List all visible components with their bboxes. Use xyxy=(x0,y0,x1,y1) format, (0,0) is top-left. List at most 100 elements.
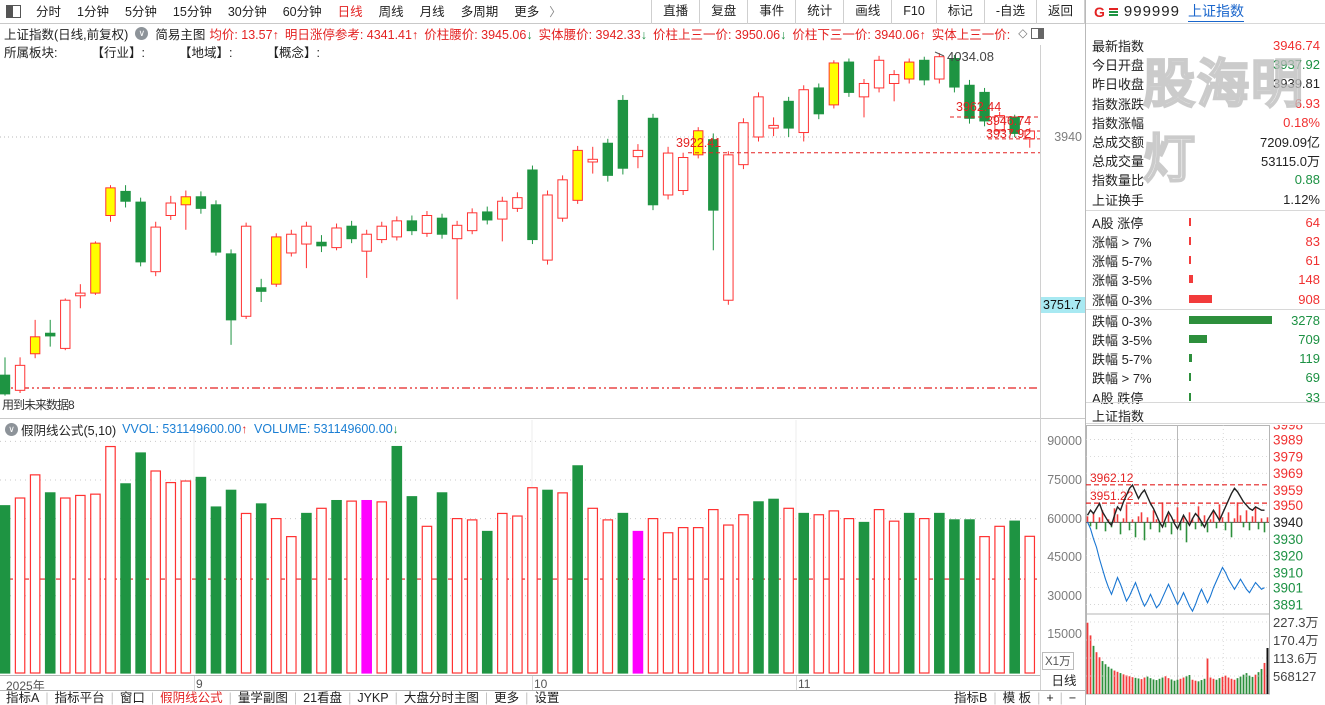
vvol-label: VVOL: xyxy=(122,422,159,436)
breadth-row-涨幅 0-3%: 涨幅 0-3% 908 xyxy=(1092,290,1320,309)
indicator-info-bar: 上证指数(日线,前复权) ∨ 简易主图 均价: 13.57↑ 明日涨停参考: 43… xyxy=(0,24,1085,42)
bottom-tab-设置[interactable]: 设置 xyxy=(534,691,560,705)
toolbar-button-标记[interactable]: 标记 xyxy=(937,0,985,24)
quote-value: 0.88 xyxy=(1294,172,1320,188)
month-tick xyxy=(796,676,797,690)
bottom-tab-right-2[interactable]: + xyxy=(1046,691,1054,705)
bottom-tab-right-0[interactable]: 指标B xyxy=(954,691,988,705)
breadth-row-跌幅 0-3%: 跌幅 0-3% 3278 xyxy=(1092,311,1320,330)
volume-indicator-name[interactable]: 假阴线公式(5,10) xyxy=(21,423,117,438)
bottom-tab-指标A[interactable]: 指标A xyxy=(6,691,40,705)
breadth-label: 跌幅 5-7% xyxy=(1092,352,1152,368)
future-data-warning: 用到未来数据8 xyxy=(2,398,75,412)
index-code[interactable]: 999999 xyxy=(1123,3,1180,20)
arrow-down-icon: ↓ xyxy=(526,27,533,42)
collapse-icon[interactable]: ∨ xyxy=(5,422,18,436)
quote-row-总成交额: 总成交额 7209.09亿 xyxy=(1092,132,1320,151)
bottom-tab-更多[interactable]: 更多 xyxy=(494,691,520,705)
toolbar-button--自选[interactable]: -自选 xyxy=(985,0,1037,24)
timeframe-button-日线[interactable]: 日线 xyxy=(337,4,363,19)
toolbar-button-返回[interactable]: 返回 xyxy=(1037,0,1085,24)
price-axis-column: 3940 90000 75000 60000 45000 30000 15000 3751.… xyxy=(1040,45,1085,705)
arrow-up-icon: ↑ xyxy=(919,27,926,42)
svg-text:3998: 3998 xyxy=(1273,425,1303,432)
tab-separator: | xyxy=(394,691,398,705)
chart-title: 上证指数(日线,前复权) xyxy=(4,27,129,42)
metric-text: 价柱下三一价: 3940.06 xyxy=(792,27,920,42)
svg-text:3951.22: 3951.22 xyxy=(1090,489,1134,503)
svg-text:3937.92: 3937.92 xyxy=(986,127,1031,141)
breadth-label: 涨幅 5-7% xyxy=(1092,254,1152,270)
volume-axis-label: 45000 xyxy=(1047,550,1082,565)
toolbar-button-直播[interactable]: 直播 xyxy=(652,0,701,24)
volume-bar-chart[interactable] xyxy=(0,420,1040,675)
toolbar-button-统计[interactable]: 统计 xyxy=(796,0,845,24)
bottom-tab-right-1[interactable]: 模 板 xyxy=(1002,691,1032,705)
bottom-tab-right-3[interactable]: − xyxy=(1068,691,1077,705)
breadth-value: 33 xyxy=(1305,389,1320,405)
timeframe-button-多周期[interactable]: 多周期 xyxy=(460,4,499,19)
pane-split-icon[interactable] xyxy=(1031,27,1045,39)
quote-row-今日开盘: 今日开盘 3937.92 xyxy=(1092,55,1320,74)
bottom-tab-大盘分时主图[interactable]: 大盘分时主图 xyxy=(403,691,479,705)
more-arrow-icon[interactable]: 〉 xyxy=(549,5,562,19)
toolbar-button-复盘[interactable]: 复盘 xyxy=(700,0,749,24)
timeframe-button-5分钟[interactable]: 5分钟 xyxy=(124,4,157,19)
svg-text:227.3万: 227.3万 xyxy=(1273,615,1319,630)
collapse-icon[interactable]: ∨ xyxy=(135,26,149,40)
toolbar-button-事件[interactable]: 事件 xyxy=(748,0,797,24)
timeframe-buttons: 分时 1分钟 5分钟 15分钟 30分钟 60分钟 日线 周线 月线 多周期 更多 xyxy=(28,0,547,24)
timeframe-button-周线[interactable]: 周线 xyxy=(378,4,404,19)
svg-text:3922.41: 3922.41 xyxy=(676,136,721,150)
timeframe-button-60分钟[interactable]: 60分钟 xyxy=(282,4,322,19)
index-name-link[interactable]: 上证指数 xyxy=(1187,1,1244,22)
toolbar-button-画线[interactable]: 画线 xyxy=(844,0,893,24)
indicator-tabs-right: 指标B | 模 板 | + | − xyxy=(948,691,1082,705)
bottom-tab-量学副图[interactable]: 量学副图 xyxy=(237,691,288,705)
breadth-bar xyxy=(1189,392,1191,401)
timeframe-button-分时[interactable]: 分时 xyxy=(36,4,62,19)
date-label-2025年: 2025年 xyxy=(6,679,45,693)
quote-value: 6.93 xyxy=(1294,95,1320,111)
breadth-value: 148 xyxy=(1298,272,1320,288)
main-chart-mode[interactable]: 简易主图 xyxy=(155,27,206,42)
section-divider xyxy=(1086,210,1325,211)
svg-text:3891: 3891 xyxy=(1273,597,1303,612)
bottom-tab-假阴线公式[interactable]: 假阴线公式 xyxy=(160,691,223,705)
period-label[interactable]: 日线 xyxy=(1051,674,1077,688)
breadth-value: 69 xyxy=(1305,370,1320,386)
quote-row-上证换手: 上证换手 1.12% xyxy=(1092,190,1320,209)
date-label-11: 11 xyxy=(798,677,811,691)
breadth-label: 涨幅 0-3% xyxy=(1092,292,1152,308)
tab-separator: | xyxy=(1059,691,1063,705)
timeframe-button-15分钟[interactable]: 15分钟 xyxy=(172,4,212,19)
main-chart-area[interactable]: 3962.44 3946.74 3937.92 3922.41 4034.08 xyxy=(0,45,1040,400)
bottom-tab-指标平台[interactable]: 指标平台 xyxy=(54,691,105,705)
timeframe-button-月线[interactable]: 月线 xyxy=(419,4,445,19)
diamond-icon[interactable]: ◇ xyxy=(1018,26,1028,40)
metric-均价: 均价: 13.57↑ xyxy=(209,28,278,42)
tab-separator: | xyxy=(293,691,298,705)
pane-divider[interactable] xyxy=(0,418,1085,419)
quote-row-总成交量: 总成交量 53115.0万 xyxy=(1092,151,1320,170)
volume-chart-area[interactable] xyxy=(0,420,1040,675)
timeframe-button-30分钟[interactable]: 30分钟 xyxy=(227,4,267,19)
quote-label: 总成交量 xyxy=(1092,154,1145,170)
month-tick xyxy=(532,676,533,690)
breadth-label: 跌幅 3-5% xyxy=(1092,333,1152,348)
quote-label: 最新指数 xyxy=(1092,39,1145,54)
metric-text: 均价: 13.57 xyxy=(209,27,273,42)
timeframe-button-更多[interactable]: 更多 xyxy=(514,4,540,19)
bottom-tab-窗口[interactable]: 窗口 xyxy=(119,691,145,705)
bottom-tab-21看盘[interactable]: 21看盘 xyxy=(303,691,343,705)
timeframe-button-1分钟[interactable]: 1分钟 xyxy=(77,4,109,19)
toolbar-button-F10[interactable]: F10 xyxy=(892,0,937,24)
window-split-icon[interactable] xyxy=(6,5,21,18)
bottom-tab-JYKP[interactable]: JYKP xyxy=(357,691,389,705)
breadth-label: 涨幅 > 7% xyxy=(1092,235,1152,250)
breadth-label: 涨幅 3-5% xyxy=(1092,273,1152,289)
svg-text:3930: 3930 xyxy=(1273,532,1303,547)
